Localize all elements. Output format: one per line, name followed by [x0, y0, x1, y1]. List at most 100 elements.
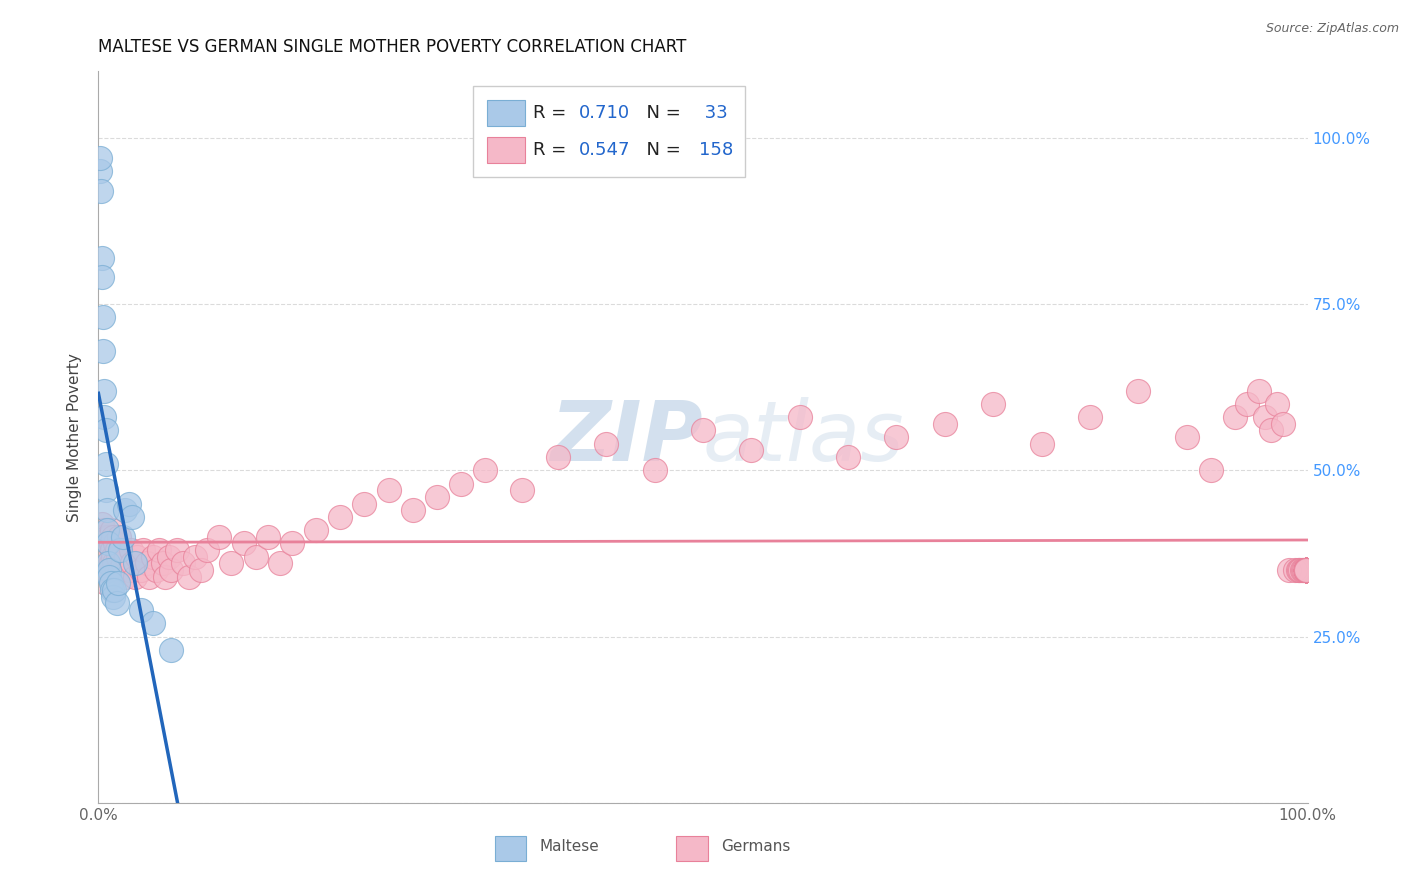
Point: [1128, 384, 1150, 398]
Point: [94, 457, 117, 471]
Point: [129, 603, 152, 617]
Point: [90, 184, 112, 198]
Point: [1249, 384, 1271, 398]
Point: [329, 509, 352, 524]
Point: [121, 509, 143, 524]
Point: [789, 410, 811, 425]
Point: [1295, 563, 1317, 577]
Point: [91, 516, 114, 531]
Point: [1267, 397, 1289, 411]
Text: N =: N =: [636, 104, 686, 122]
Point: [1031, 436, 1053, 450]
Point: [1295, 563, 1317, 577]
Point: [1292, 563, 1315, 577]
Point: [1295, 563, 1317, 577]
Point: [96, 530, 118, 544]
Point: [98, 563, 121, 577]
Point: [166, 543, 188, 558]
Point: [100, 536, 122, 550]
Point: [474, 463, 496, 477]
Point: [1295, 563, 1317, 577]
Point: [981, 397, 1004, 411]
Point: [1295, 563, 1317, 577]
Point: [1295, 563, 1317, 577]
Point: [1223, 410, 1246, 425]
Point: [91, 343, 114, 358]
Point: [281, 536, 304, 550]
Point: [160, 563, 183, 577]
Point: [93, 384, 115, 398]
Point: [108, 563, 131, 577]
Text: Source: ZipAtlas.com: Source: ZipAtlas.com: [1265, 22, 1399, 36]
Point: [208, 530, 231, 544]
Point: [1078, 410, 1101, 425]
Point: [98, 549, 121, 564]
Point: [98, 570, 121, 584]
Point: [152, 557, 174, 571]
Point: [1295, 563, 1317, 577]
Point: [256, 530, 278, 544]
Point: [1291, 563, 1313, 577]
Point: [105, 596, 128, 610]
Point: [91, 530, 114, 544]
Text: atlas: atlas: [703, 397, 904, 477]
Point: [93, 523, 115, 537]
Point: [269, 557, 291, 571]
Point: [547, 450, 569, 464]
Point: [93, 410, 115, 425]
Point: [97, 563, 120, 577]
Point: [1295, 563, 1317, 577]
Point: [1295, 563, 1317, 577]
Point: [1295, 563, 1317, 577]
Point: [1295, 563, 1317, 577]
Point: [184, 549, 207, 564]
Point: [93, 543, 115, 558]
Point: [1295, 563, 1317, 577]
Text: 0.547: 0.547: [578, 141, 630, 159]
Point: [142, 549, 165, 564]
Point: [100, 576, 122, 591]
Point: [1295, 563, 1317, 577]
Point: [1295, 563, 1317, 577]
Point: [138, 570, 160, 584]
Point: [740, 443, 762, 458]
Point: [1295, 563, 1317, 577]
Point: [1295, 563, 1317, 577]
Point: [103, 582, 125, 597]
Point: [1295, 563, 1317, 577]
Point: [1295, 563, 1317, 577]
Point: [1295, 563, 1317, 577]
Point: [105, 543, 128, 558]
Point: [1286, 563, 1309, 577]
Point: [1175, 430, 1198, 444]
Point: [104, 536, 127, 550]
Point: [595, 436, 617, 450]
Point: [120, 543, 142, 558]
Point: [305, 523, 328, 537]
Point: [1289, 563, 1312, 577]
Point: [129, 563, 152, 577]
Point: [1295, 563, 1317, 577]
Point: [377, 483, 399, 498]
Point: [118, 497, 141, 511]
Point: [121, 557, 143, 571]
Point: [1295, 563, 1317, 577]
Point: [1236, 397, 1258, 411]
Point: [1295, 563, 1317, 577]
Point: [91, 557, 114, 571]
Point: [132, 543, 155, 558]
Point: [1295, 563, 1317, 577]
Text: R =: R =: [533, 104, 571, 122]
Point: [1295, 563, 1317, 577]
Point: [1295, 563, 1317, 577]
Point: [1295, 563, 1317, 577]
Point: [402, 503, 425, 517]
Point: [1295, 563, 1317, 577]
Point: [108, 543, 131, 558]
Point: [1295, 563, 1317, 577]
Point: [1295, 563, 1317, 577]
Point: [101, 530, 124, 544]
Point: [1199, 463, 1222, 477]
Text: N =: N =: [636, 141, 686, 159]
Point: [1295, 563, 1317, 577]
